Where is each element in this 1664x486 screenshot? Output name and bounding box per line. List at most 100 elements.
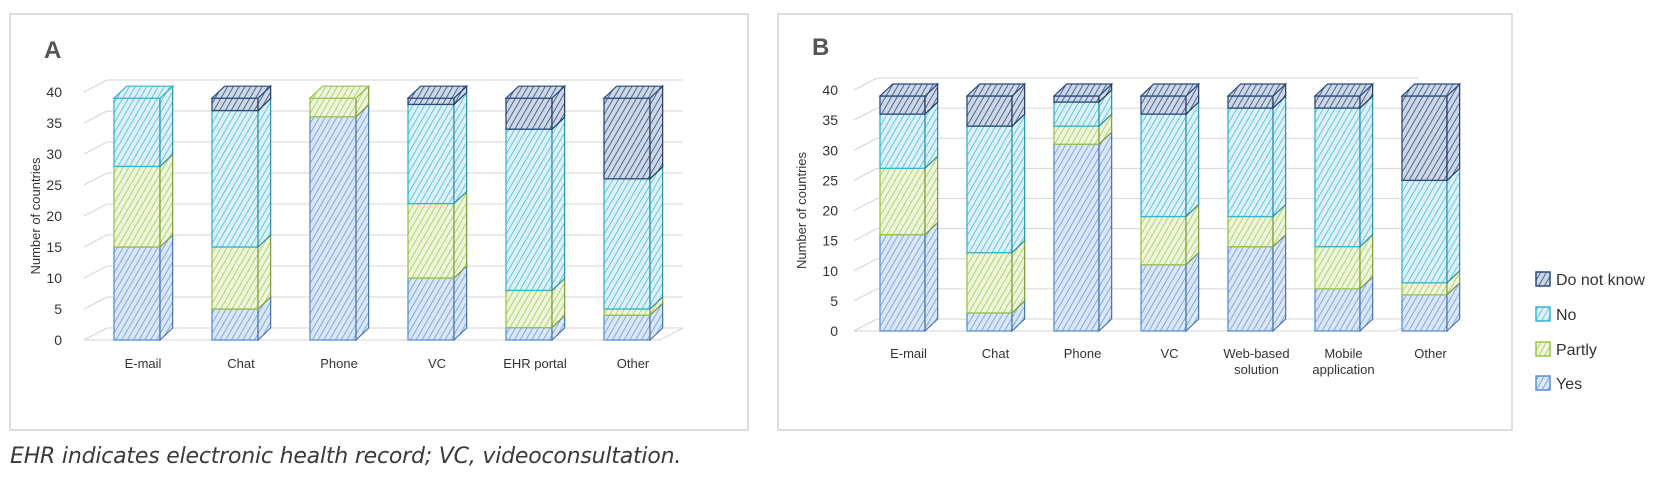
bar-front xyxy=(505,289,553,329)
bar-side xyxy=(1446,166,1461,285)
gridline-side xyxy=(83,172,108,186)
x-tick-label: Phone xyxy=(1064,346,1102,361)
x-tick-label: Mobile xyxy=(1324,346,1362,361)
bar-stack-ehr-portal xyxy=(504,84,567,342)
y-tick-label: 0 xyxy=(54,332,62,348)
bar-front xyxy=(603,314,651,341)
x-tick-label: VC xyxy=(428,356,446,371)
y-tick-label: 10 xyxy=(822,263,838,279)
bar-side xyxy=(453,91,468,205)
bar-front xyxy=(211,109,259,248)
gridline-side xyxy=(83,265,108,279)
bar-front xyxy=(1140,264,1187,332)
y-tick-label: 40 xyxy=(46,84,62,100)
x-tick-label: application xyxy=(1312,362,1374,377)
x-tick-label: solution xyxy=(1234,362,1279,377)
legend-swatch xyxy=(1535,306,1551,322)
y-tick-label: 20 xyxy=(822,203,838,219)
bar-segment-partly xyxy=(879,154,939,236)
bar-segment-yes xyxy=(309,103,370,342)
chart-panel-b: B 0 5 10 15 20 25 30 35 40 Number of countries E-ma… xyxy=(794,34,1462,377)
bar-front xyxy=(407,277,455,341)
bar-segment-yes xyxy=(1314,275,1374,333)
legend-swatch xyxy=(1535,271,1551,287)
x-tick-label: Chat xyxy=(227,356,255,371)
bar-front xyxy=(1314,288,1361,332)
panel-label: A xyxy=(44,37,61,64)
bar-segment-do-not-know xyxy=(505,84,566,131)
bar-stack-e-mail xyxy=(112,84,175,342)
legend-label: No xyxy=(1556,307,1577,324)
bar-front xyxy=(1227,95,1274,109)
bar-front xyxy=(879,167,926,236)
bar-segment-yes xyxy=(1227,233,1287,333)
bar-segment-partly xyxy=(505,277,566,329)
bar-front xyxy=(1053,101,1100,127)
bar-top xyxy=(878,83,940,97)
bar-side xyxy=(1446,82,1461,182)
bar-segment-yes xyxy=(1140,251,1200,333)
gridline-side xyxy=(83,141,108,155)
legend-item-partly: Partly xyxy=(1535,341,1597,359)
bar-stack-web-based-solution xyxy=(1226,82,1288,333)
bar-segment-partly xyxy=(113,153,174,249)
bar-front xyxy=(879,233,926,332)
legend: Do not know No Partly Yes xyxy=(1535,271,1645,393)
y-axis-label: Number of countries xyxy=(28,157,43,275)
bar-front xyxy=(879,95,926,115)
bar-top xyxy=(1226,83,1288,97)
bar-side xyxy=(453,190,468,280)
bar-front xyxy=(1314,107,1361,248)
bar-front xyxy=(113,97,161,168)
bar-front xyxy=(407,202,455,279)
gridline-side xyxy=(853,107,878,121)
y-tick-label: 5 xyxy=(54,301,62,317)
bar-front xyxy=(211,97,259,112)
x-tick-label: EHR portal xyxy=(503,356,567,371)
bar-segment-no xyxy=(407,91,468,205)
bar-top xyxy=(210,85,273,99)
bar-side xyxy=(355,103,370,342)
gridline-side xyxy=(853,137,878,151)
bar-segment-no xyxy=(1227,94,1287,218)
bar-front xyxy=(603,97,651,180)
bar-stack-phone xyxy=(1052,82,1114,333)
bar-front xyxy=(1227,215,1274,248)
bar-segment-do-not-know xyxy=(211,84,272,112)
y-tick-label: 35 xyxy=(822,112,838,128)
bar-side xyxy=(453,264,468,342)
gridline-side xyxy=(853,258,878,272)
bar-segment-yes xyxy=(1401,281,1461,333)
bar-front xyxy=(1401,294,1448,332)
legend-label: Partly xyxy=(1556,342,1597,359)
bar-stack-chat xyxy=(965,82,1027,333)
bar-stack-chat xyxy=(210,84,273,342)
bar-side xyxy=(159,153,174,249)
bar-front xyxy=(505,128,553,292)
bar-front xyxy=(966,125,1013,254)
bar-front xyxy=(1053,143,1100,332)
bar-segment-do-not-know xyxy=(966,82,1026,128)
y-tick-label: 5 xyxy=(830,293,838,309)
bar-front xyxy=(1314,95,1361,109)
bar-segment-do-not-know xyxy=(1401,82,1461,182)
bar-front xyxy=(966,312,1013,332)
bar-front xyxy=(505,326,553,341)
legend-swatch xyxy=(1535,375,1551,391)
y-tick-label: 35 xyxy=(46,115,62,131)
bar-stack-e-mail xyxy=(878,82,940,333)
chart-panel-a: A 0 5 10 15 20 25 30 35 40 Number of countries E-ma… xyxy=(28,37,684,371)
bar-front xyxy=(1140,95,1187,115)
y-tick-label: 25 xyxy=(822,172,838,188)
x-tick-label: E-mail xyxy=(125,356,162,371)
bar-front xyxy=(1401,95,1448,182)
x-tick-label: E-mail xyxy=(890,346,927,361)
gridline-side xyxy=(83,203,108,217)
bar-top xyxy=(965,83,1027,97)
bar-segment-no xyxy=(879,100,939,170)
bar-top xyxy=(1139,83,1201,97)
bar-front xyxy=(211,246,259,310)
bar-front xyxy=(603,178,651,310)
y-tick-label: 15 xyxy=(46,239,62,255)
legend-item-no: No xyxy=(1535,306,1577,324)
